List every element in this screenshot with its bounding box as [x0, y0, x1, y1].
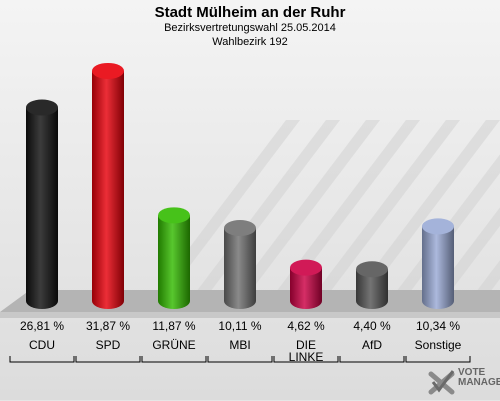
bar-top [290, 259, 322, 276]
value-label: 26,81 % [20, 319, 64, 333]
bar-spd [92, 62, 124, 309]
bar-body [356, 269, 388, 309]
stripe [430, 207, 500, 300]
chart-subtitle: Bezirksvertretungswahl 25.05.2014 [164, 22, 336, 34]
bar-afd [356, 261, 388, 309]
district-label: Wahlbezirk 192 [212, 36, 288, 48]
value-label: 10,11 % [218, 319, 261, 333]
checkmark-x-icon [428, 370, 455, 395]
logo-text: VOTE MANAGER [458, 368, 500, 388]
category-label: LINKE [289, 350, 324, 364]
axis-bracket [339, 356, 405, 363]
bar-grüne [158, 207, 190, 309]
value-label: 11,87 % [152, 319, 195, 333]
chart-header: Stadt Mülheim an der Ruhr Bezirksvertret… [0, 4, 500, 49]
category-label: Sonstige [415, 338, 462, 352]
axis-bracket [207, 356, 273, 363]
bar-top [422, 218, 454, 235]
bar-body [158, 215, 190, 309]
decorative-stripes [150, 120, 500, 300]
axis-bracket [9, 356, 75, 363]
stripe [230, 120, 380, 300]
bar-top [92, 62, 124, 79]
vote-manager-logo: VOTE MANAGER [428, 368, 500, 398]
axis-bracket [75, 356, 141, 363]
category-axis [9, 356, 471, 363]
axis-bracket [405, 356, 471, 363]
bar-body [422, 226, 454, 309]
bar-mbi [224, 220, 256, 309]
bar-body [26, 107, 58, 310]
bar-body [92, 70, 124, 309]
bar-cdu [26, 99, 58, 310]
floor-edge [0, 312, 500, 318]
value-label: 4,40 % [353, 319, 391, 333]
stripe [350, 120, 500, 300]
stripe [470, 260, 500, 300]
category-label: GRÜNE [152, 338, 195, 352]
bar-die-linke [290, 259, 322, 309]
bar-sonstige [422, 218, 454, 309]
bar-top [224, 220, 256, 237]
value-label: 31,87 % [86, 319, 130, 333]
category-label: CDU [29, 338, 55, 352]
bars-group [26, 62, 454, 310]
stripe [310, 120, 460, 300]
axis-bracket [273, 356, 339, 363]
category-label: MBI [229, 338, 250, 352]
bar-body [224, 228, 256, 309]
chart-title: Stadt Mülheim an der Ruhr [154, 4, 346, 21]
category-label: AfD [362, 338, 382, 352]
labels-group: 26,81 % CDU 31,87 % SPD 11,87 % GRÜNE 10,11 % M… [20, 319, 462, 364]
bar-top [356, 261, 388, 278]
bar-body [290, 267, 322, 309]
category-label: DIE [296, 338, 316, 352]
category-label: SPD [96, 338, 121, 352]
logo-line-1: VOTE [458, 367, 486, 378]
stripe [270, 120, 420, 300]
value-label: 10,34 % [416, 319, 460, 333]
axis-bracket [141, 356, 207, 363]
logo-line-2: MANAGER [458, 377, 500, 388]
bar-top [158, 207, 190, 224]
value-label: 4,62 % [287, 319, 325, 333]
bar-top [26, 99, 58, 116]
